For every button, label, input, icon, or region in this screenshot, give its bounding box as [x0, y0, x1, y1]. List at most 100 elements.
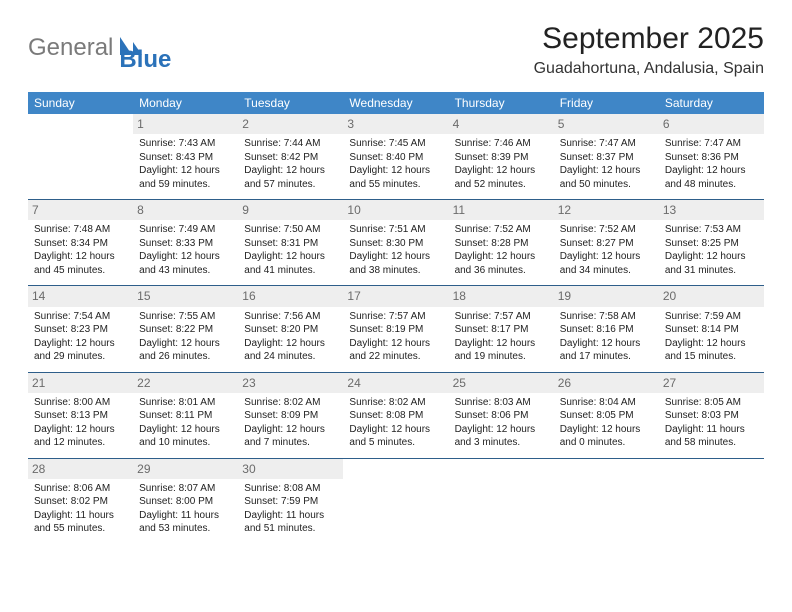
- daylight-text: Daylight: 11 hours and 58 minutes.: [665, 423, 758, 450]
- sunrise-text: Sunrise: 8:05 AM: [665, 396, 758, 410]
- day-number: 27: [659, 373, 764, 393]
- calendar-cell: [343, 458, 448, 544]
- sunrise-text: Sunrise: 7:55 AM: [139, 310, 232, 324]
- sunset-text: Sunset: 8:34 PM: [34, 237, 127, 251]
- sunrise-text: Sunrise: 7:48 AM: [34, 223, 127, 237]
- calendar-cell: 13Sunrise: 7:53 AMSunset: 8:25 PMDayligh…: [659, 200, 764, 286]
- sunrise-text: Sunrise: 7:52 AM: [455, 223, 548, 237]
- calendar-cell: 5Sunrise: 7:47 AMSunset: 8:37 PMDaylight…: [554, 114, 659, 200]
- sunrise-text: Sunrise: 8:02 AM: [349, 396, 442, 410]
- calendar-cell: 3Sunrise: 7:45 AMSunset: 8:40 PMDaylight…: [343, 114, 448, 200]
- sunrise-text: Sunrise: 7:58 AM: [560, 310, 653, 324]
- sunrise-text: Sunrise: 7:53 AM: [665, 223, 758, 237]
- brand-part1: General: [28, 34, 113, 62]
- calendar-cell: 2Sunrise: 7:44 AMSunset: 8:42 PMDaylight…: [238, 114, 343, 200]
- location-text: Guadahortuna, Andalusia, Spain: [534, 60, 764, 78]
- sunset-text: Sunset: 8:11 PM: [139, 409, 232, 423]
- sunset-text: Sunset: 8:19 PM: [349, 323, 442, 337]
- day-number: 24: [343, 373, 448, 393]
- daylight-text: Daylight: 12 hours and 10 minutes.: [139, 423, 232, 450]
- weekday-header-row: Sunday Monday Tuesday Wednesday Thursday…: [28, 92, 764, 114]
- sunset-text: Sunset: 8:06 PM: [455, 409, 548, 423]
- calendar-row: 21Sunrise: 8:00 AMSunset: 8:13 PMDayligh…: [28, 372, 764, 458]
- title-block: September 2025 Guadahortuna, Andalusia, …: [534, 22, 764, 78]
- sunset-text: Sunset: 8:17 PM: [455, 323, 548, 337]
- sunset-text: Sunset: 8:28 PM: [455, 237, 548, 251]
- sunrise-text: Sunrise: 8:04 AM: [560, 396, 653, 410]
- day-number: 21: [28, 373, 133, 393]
- day-number: 29: [133, 459, 238, 479]
- sunset-text: Sunset: 8:14 PM: [665, 323, 758, 337]
- calendar-cell: 20Sunrise: 7:59 AMSunset: 8:14 PMDayligh…: [659, 286, 764, 372]
- day-number: 19: [554, 286, 659, 306]
- calendar-cell: 7Sunrise: 7:48 AMSunset: 8:34 PMDaylight…: [28, 200, 133, 286]
- sunrise-text: Sunrise: 7:56 AM: [244, 310, 337, 324]
- calendar-cell: 4Sunrise: 7:46 AMSunset: 8:39 PMDaylight…: [449, 114, 554, 200]
- weekday-header: Thursday: [449, 92, 554, 114]
- calendar-cell: 21Sunrise: 8:00 AMSunset: 8:13 PMDayligh…: [28, 372, 133, 458]
- sunrise-text: Sunrise: 7:45 AM: [349, 137, 442, 151]
- sunrise-text: Sunrise: 8:07 AM: [139, 482, 232, 496]
- daylight-text: Daylight: 12 hours and 48 minutes.: [665, 164, 758, 191]
- sunset-text: Sunset: 8:02 PM: [34, 495, 127, 509]
- sunset-text: Sunset: 8:36 PM: [665, 151, 758, 165]
- daylight-text: Daylight: 12 hours and 41 minutes.: [244, 250, 337, 277]
- sunrise-text: Sunrise: 7:50 AM: [244, 223, 337, 237]
- day-number: 25: [449, 373, 554, 393]
- day-number: 22: [133, 373, 238, 393]
- daylight-text: Daylight: 12 hours and 50 minutes.: [560, 164, 653, 191]
- daylight-text: Daylight: 12 hours and 31 minutes.: [665, 250, 758, 277]
- daylight-text: Daylight: 12 hours and 3 minutes.: [455, 423, 548, 450]
- daylight-text: Daylight: 12 hours and 15 minutes.: [665, 337, 758, 364]
- weekday-header: Tuesday: [238, 92, 343, 114]
- daylight-text: Daylight: 12 hours and 36 minutes.: [455, 250, 548, 277]
- sunrise-text: Sunrise: 8:00 AM: [34, 396, 127, 410]
- calendar-row: 7Sunrise: 7:48 AMSunset: 8:34 PMDaylight…: [28, 200, 764, 286]
- day-number: 28: [28, 459, 133, 479]
- day-number: 1: [133, 114, 238, 134]
- calendar-cell: 18Sunrise: 7:57 AMSunset: 8:17 PMDayligh…: [449, 286, 554, 372]
- sunset-text: Sunset: 8:05 PM: [560, 409, 653, 423]
- calendar-cell: 26 Sunrise: 8:04 AMSunset: 8:05 PMDayligh…: [554, 372, 659, 458]
- sunrise-text: Sunrise: 8:03 AM: [455, 396, 548, 410]
- day-number: 6: [659, 114, 764, 134]
- daylight-text: Daylight: 11 hours and 55 minutes.: [34, 509, 127, 536]
- calendar-cell: 28Sunrise: 8:06 AMSunset: 8:02 PMDayligh…: [28, 458, 133, 544]
- sunrise-text: Sunrise: 7:43 AM: [139, 137, 232, 151]
- sunset-text: Sunset: 8:40 PM: [349, 151, 442, 165]
- calendar-row: 28Sunrise: 8:06 AMSunset: 8:02 PMDayligh…: [28, 458, 764, 544]
- day-number: 9: [238, 200, 343, 220]
- daylight-text: Daylight: 12 hours and 7 minutes.: [244, 423, 337, 450]
- brand-part2: Blue: [119, 22, 171, 74]
- sunset-text: Sunset: 8:22 PM: [139, 323, 232, 337]
- daylight-text: Daylight: 12 hours and 26 minutes.: [139, 337, 232, 364]
- calendar-cell: 8Sunrise: 7:49 AMSunset: 8:33 PMDaylight…: [133, 200, 238, 286]
- sunset-text: Sunset: 7:59 PM: [244, 495, 337, 509]
- day-number: 13: [659, 200, 764, 220]
- day-number: 23: [238, 373, 343, 393]
- sunset-text: Sunset: 8:08 PM: [349, 409, 442, 423]
- daylight-text: Daylight: 12 hours and 34 minutes.: [560, 250, 653, 277]
- daylight-text: Daylight: 12 hours and 17 minutes.: [560, 337, 653, 364]
- day-number: 14: [28, 286, 133, 306]
- calendar-cell: 24Sunrise: 8:02 AMSunset: 8:08 PMDayligh…: [343, 372, 448, 458]
- day-number: 26: [554, 373, 659, 393]
- sunrise-text: Sunrise: 7:54 AM: [34, 310, 127, 324]
- sunrise-text: Sunrise: 7:47 AM: [665, 137, 758, 151]
- weekday-header: Friday: [554, 92, 659, 114]
- sunrise-text: Sunrise: 7:49 AM: [139, 223, 232, 237]
- daylight-text: Daylight: 12 hours and 19 minutes.: [455, 337, 548, 364]
- weekday-header: Wednesday: [343, 92, 448, 114]
- calendar-cell: [449, 458, 554, 544]
- day-number: 3: [343, 114, 448, 134]
- calendar-cell: 12Sunrise: 7:52 AMSunset: 8:27 PMDayligh…: [554, 200, 659, 286]
- sunrise-text: Sunrise: 7:57 AM: [349, 310, 442, 324]
- sunset-text: Sunset: 8:30 PM: [349, 237, 442, 251]
- daylight-text: Daylight: 12 hours and 0 minutes.: [560, 423, 653, 450]
- sunrise-text: Sunrise: 7:51 AM: [349, 223, 442, 237]
- daylight-text: Daylight: 12 hours and 38 minutes.: [349, 250, 442, 277]
- calendar-row: 1Sunrise: 7:43 AMSunset: 8:43 PMDaylight…: [28, 114, 764, 200]
- daylight-text: Daylight: 12 hours and 59 minutes.: [139, 164, 232, 191]
- calendar-table: Sunday Monday Tuesday Wednesday Thursday…: [28, 92, 764, 544]
- daylight-text: Daylight: 12 hours and 52 minutes.: [455, 164, 548, 191]
